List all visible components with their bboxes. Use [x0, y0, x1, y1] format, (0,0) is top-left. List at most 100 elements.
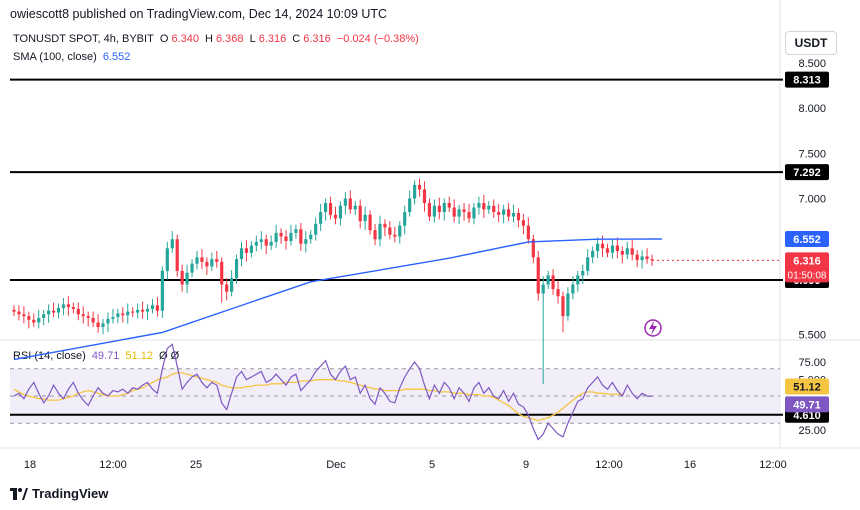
candle-body [452, 207, 456, 217]
open-value: 6.340 [171, 33, 199, 45]
time-tick-label: 12:00 [595, 459, 623, 471]
candle-body [121, 313, 125, 316]
candle-body [625, 248, 629, 255]
candle-body [650, 259, 654, 261]
candle-body [511, 212, 516, 217]
candle-body [314, 223, 318, 235]
time-tick-label: 16 [684, 459, 696, 471]
rsi-tick-label: 25.00 [798, 425, 826, 437]
candle-body [556, 289, 560, 297]
sma-value: 6.552 [102, 51, 131, 63]
candle-body [249, 245, 253, 253]
rsi-label[interactable]: RSI (14, close) [13, 350, 86, 362]
candle-body [170, 239, 174, 249]
candle-body [368, 214, 372, 231]
candle-body [56, 308, 61, 313]
candle-body [294, 229, 298, 233]
candle-body [225, 284, 229, 292]
price-tick-label: 5.500 [798, 329, 826, 341]
candle-body [220, 261, 224, 285]
candle-body [12, 309, 16, 312]
level-tag-bg [785, 164, 829, 181]
sma-legend: SMA (100, close) 6.552 [13, 51, 133, 63]
candle-body [185, 272, 189, 285]
price-tick-label: 7.500 [798, 148, 826, 160]
candle-body [497, 212, 501, 215]
brand-name: TradingView [32, 486, 109, 501]
candle-body [328, 203, 333, 215]
candles-group [12, 178, 654, 385]
candle-body [37, 317, 41, 323]
candle-body [210, 259, 214, 267]
candle-body [417, 184, 422, 190]
candle-body [299, 229, 303, 244]
candle-body [180, 270, 184, 285]
candle-body [531, 239, 535, 258]
price-tick-label: 8.000 [798, 103, 826, 115]
sma-label[interactable]: SMA (100, close) [13, 51, 97, 63]
candle-body [309, 234, 313, 240]
rsi-value: 49.71 [91, 350, 120, 362]
low-value: 6.316 [258, 33, 287, 45]
candle-body [200, 257, 204, 262]
candle-body [566, 293, 570, 317]
time-tick-label: 18 [24, 459, 36, 471]
time-tick-label: Dec [326, 459, 346, 471]
candle-body [131, 311, 135, 313]
rsi-line [13, 343, 653, 441]
candle-body [640, 256, 644, 261]
candle-body [195, 257, 199, 264]
candle-body [47, 310, 51, 315]
candle-body [150, 305, 155, 309]
open-label: O [159, 33, 169, 45]
candle-body [536, 257, 540, 294]
candle-body [526, 225, 530, 240]
candle-body [620, 250, 624, 255]
candle-body [343, 198, 347, 206]
candle-body [393, 234, 397, 237]
tradingview-logo[interactable]: TradingView [10, 486, 108, 501]
candle-body [378, 223, 382, 240]
publisher-line: owiescott8 published on TradingView.com,… [10, 7, 388, 21]
candle-body [244, 248, 249, 253]
close-label: C [292, 33, 301, 45]
candle-body [408, 198, 412, 213]
candle-body [264, 239, 268, 246]
candle-body [61, 304, 66, 309]
candle-body [269, 241, 273, 246]
candle-body [116, 313, 120, 318]
candle-body [239, 248, 244, 260]
currency-unit-button[interactable]: USDT [785, 31, 837, 55]
countdown-label: 01:50:08 [788, 270, 827, 281]
candle-body [576, 275, 580, 285]
price-tick-label: 7.000 [798, 194, 826, 206]
price-tick-label: 8.500 [798, 58, 826, 70]
candle-body [66, 304, 70, 308]
candle-body [477, 203, 481, 208]
candle-body [71, 307, 75, 309]
candle-body [561, 296, 565, 317]
candle-body [432, 205, 436, 217]
candle-body [422, 189, 427, 204]
candle-body [338, 205, 343, 219]
candle-body [284, 236, 288, 242]
low-label: L [249, 33, 256, 45]
candle-body [254, 241, 258, 246]
candle-body [457, 209, 461, 217]
level-tag-label: 8.313 [793, 75, 821, 87]
sma-line [13, 238, 662, 361]
high-value: 6.368 [215, 33, 244, 45]
candle-body [145, 308, 150, 312]
candle-body [27, 316, 31, 320]
candle-body [516, 212, 521, 221]
candle-body [383, 223, 387, 228]
candle-body [447, 203, 451, 208]
symbol-title[interactable]: TONUSDT SPOT, 4h, BYBIT [13, 33, 154, 45]
rsi-tag-label-ma: 51.12 [793, 381, 821, 393]
rsi-ma-value: 51.12 [125, 350, 153, 362]
candle-body [358, 205, 362, 222]
level-tag-label: 4.610 [793, 410, 821, 422]
candle-body [205, 261, 209, 267]
candle-body [487, 205, 491, 210]
